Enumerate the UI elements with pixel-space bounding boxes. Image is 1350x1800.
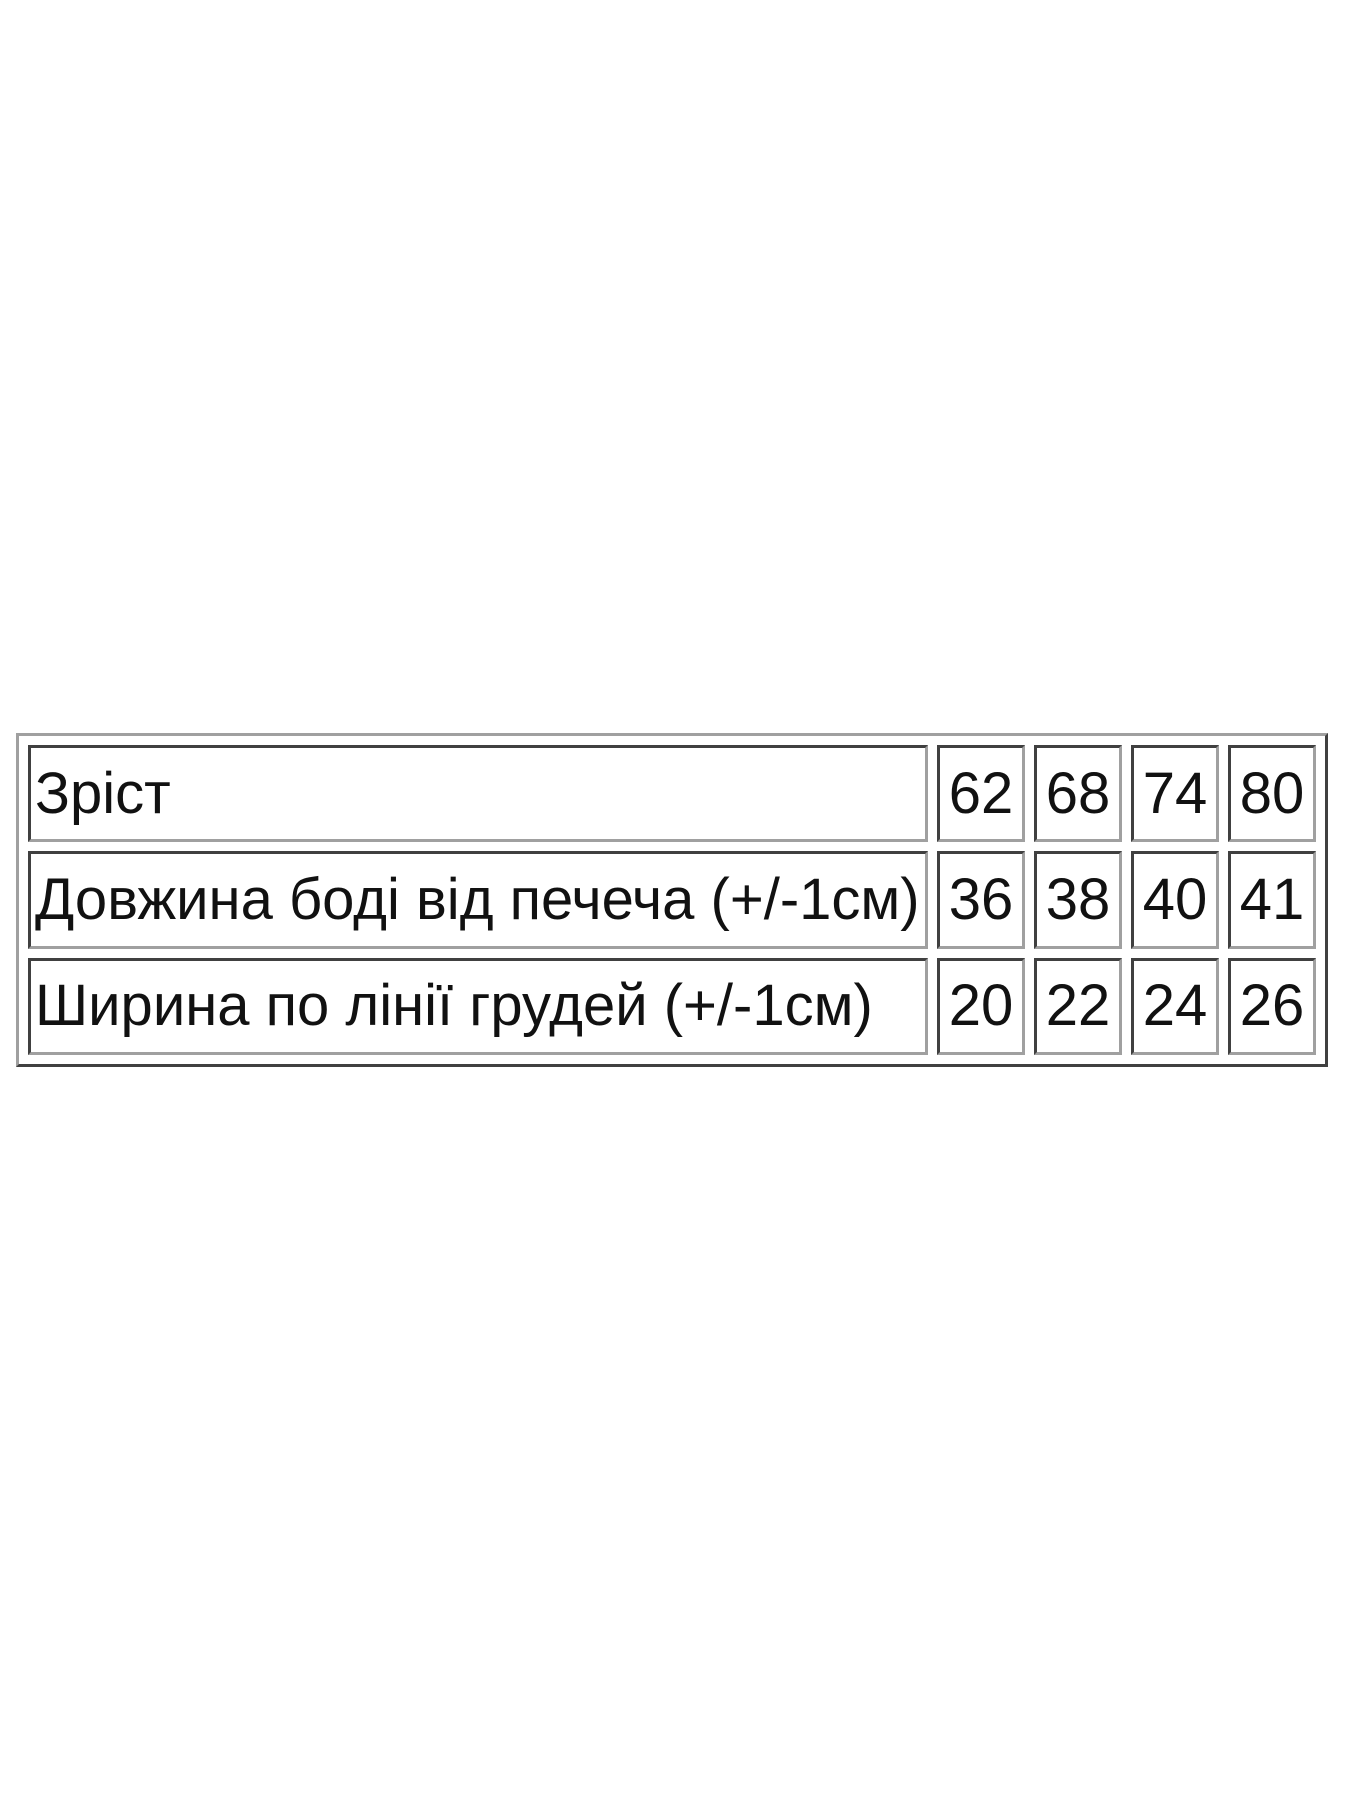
table-row-height: Зріст 62 68 74 80 [28, 745, 1316, 843]
table-cell: 38 [1034, 851, 1122, 949]
table-cell: 24 [1131, 957, 1219, 1055]
table-cell: 68 [1034, 745, 1122, 843]
table-cell: 22 [1034, 957, 1122, 1055]
table-cell: 40 [1131, 851, 1219, 949]
table-cell: 41 [1228, 851, 1316, 949]
row-label: Зріст [28, 745, 928, 843]
row-label: Довжина боді від печеча (+/-1см) [28, 851, 928, 949]
table-cell: 62 [937, 745, 1025, 843]
table-row-body-length: Довжина боді від печеча (+/-1см) 36 38 4… [28, 851, 1316, 949]
table-cell: 36 [937, 851, 1025, 949]
table-cell: 80 [1228, 745, 1316, 843]
table-cell: 26 [1228, 957, 1316, 1055]
table-cell: 20 [937, 957, 1025, 1055]
table-cell: 74 [1131, 745, 1219, 843]
table-row-chest-width: Ширина по лінії грудей (+/-1см) 20 22 24… [28, 957, 1316, 1055]
row-label: Ширина по лінії грудей (+/-1см) [28, 957, 928, 1055]
size-table: Зріст 62 68 74 80 Довжина боді від печеч… [16, 733, 1328, 1067]
